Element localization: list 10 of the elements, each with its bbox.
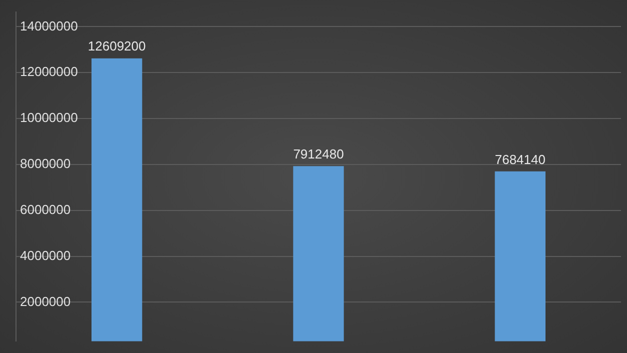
data-label: 12609200: [88, 38, 146, 54]
y-tick-label: 6000000: [20, 202, 71, 217]
y-tick-label: 14000000: [20, 18, 78, 34]
data-label: 7684140: [494, 152, 546, 167]
y-tick-label: 10000000: [20, 110, 78, 126]
y-tick-label: 8000000: [20, 156, 71, 172]
y-tick-label: 4000000: [20, 248, 71, 263]
data-label: 7912480: [293, 146, 344, 162]
y-tick-label: 2000000: [20, 294, 71, 309]
y-tick-label: 12000000: [20, 64, 78, 80]
